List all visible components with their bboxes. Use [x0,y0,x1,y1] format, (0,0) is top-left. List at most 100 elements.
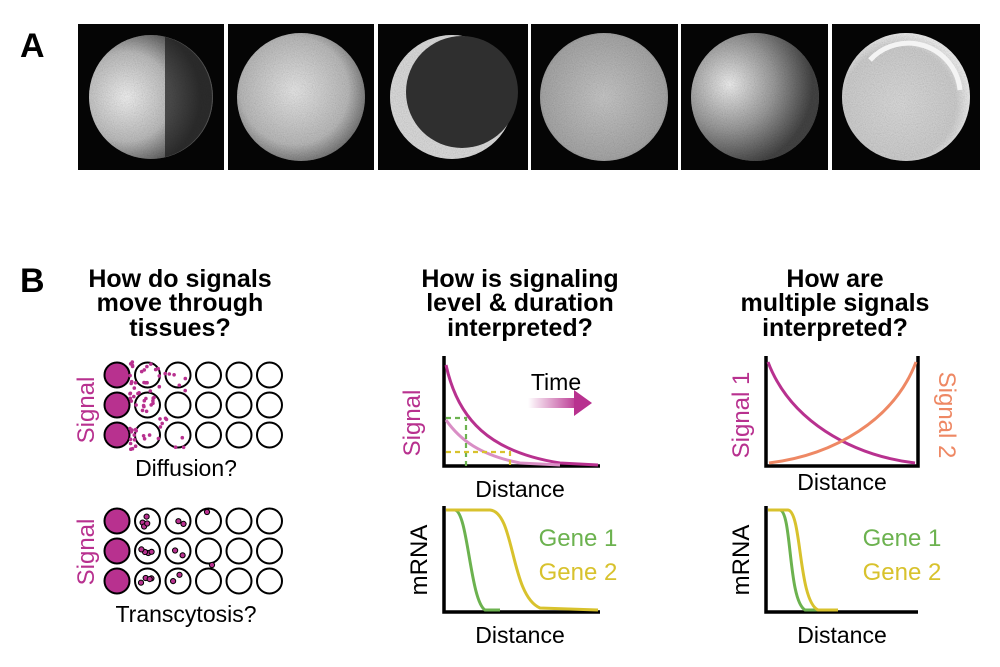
signal-dot [132,386,137,390]
vesicle [148,548,155,555]
cell [195,567,222,595]
signal-dot [172,373,176,377]
signal-dot [183,388,187,393]
signal-dot [132,394,136,399]
gene2-curve [446,508,599,612]
distance-axis-label: Distance [797,622,886,648]
vesicle [203,508,211,516]
question-line-1: How are [786,265,883,293]
signal-dot [144,409,149,414]
signal-dot [132,433,137,437]
transcytosis-signal-dots [137,508,216,586]
transcytosis-label: Transcytosis? [115,601,256,627]
signal-dot [139,369,144,374]
cell [256,391,283,419]
signal-dot [128,437,133,442]
embryo-image-4 [531,24,678,170]
signal-dot [128,441,133,446]
cell [256,361,283,389]
signal-dot [156,436,161,441]
cell [195,421,222,449]
signal-dot [128,396,133,401]
cell [164,391,192,419]
diffusion-label: Diffusion? [135,455,237,481]
cell [195,361,222,389]
signal-dot [129,430,134,434]
distance-axis-label: Distance [475,622,564,648]
cell [225,391,253,419]
source-cell [103,421,131,449]
signal-dot [152,395,156,400]
cell [134,421,161,449]
cell [195,391,222,419]
vesicle [170,578,177,585]
mrna-axis-label: mRNA [406,525,433,596]
embryo-image-2 [228,24,374,170]
question-line-3: tissues? [129,314,230,342]
vesicle [143,513,150,520]
plot-axes [764,506,918,614]
signal-dot [177,383,182,388]
cell [134,391,161,419]
cell [256,507,283,535]
diffusion-diagram: Signal Diffusion? [73,360,283,481]
signal-dot [133,427,138,432]
signal-axis-label: Signal [73,519,100,586]
signal-dot [157,374,162,378]
signal-dot [133,444,138,449]
plot-axes [442,356,600,468]
embryo-image-5 [681,24,828,170]
vesicle [180,520,187,528]
signal-dot [129,447,133,452]
signal-dot [183,376,188,381]
signal-dot [133,381,138,385]
signal-dot [180,435,185,440]
vesicle [137,579,145,586]
source-cell [103,567,131,595]
signal-dot [142,368,147,372]
mrna-response-plot-multi: mRNA Distance Gene 1 Gene 2 [728,506,941,648]
signal1-curve [766,361,916,465]
embryo-image-3 [378,24,528,170]
signal-dot [147,433,152,437]
signal-dot [136,391,140,396]
signal-dot [173,445,178,450]
signal-gradient-plot: Signal Distance Time [399,356,600,502]
gene2-curve [768,508,838,612]
embryo-image-6 [832,24,980,170]
cell [225,537,253,565]
signal-dot [130,360,135,364]
cell [225,507,253,535]
source-cell [103,361,131,389]
vesicle [138,546,145,553]
signal-dot [141,434,146,438]
vesicle [175,518,182,525]
vesicle [176,571,183,578]
signal-dot [143,381,148,385]
vesicle [208,561,216,569]
diffusion-signal-dots [128,360,188,452]
vesicle [179,552,186,559]
signal-dot [141,403,146,408]
threshold-line-gene2 [446,450,512,466]
source-cell [103,507,131,535]
signal-dot [167,372,172,376]
cell [164,421,192,449]
cell [225,567,253,595]
embryo-image-strip [78,24,980,170]
threshold-line-gene1 [446,416,468,466]
signal-curve-low [444,419,561,467]
signal-dot [128,426,132,431]
time-arrow-head [574,390,592,416]
question-multiple-signals: How are multiple signals interpreted? [741,265,930,342]
plot-axes [764,356,920,468]
distance-axis-label: Distance [797,469,886,495]
signal-dot [163,371,167,376]
signal-axis-label: Signal [73,377,100,444]
signal-dot [128,391,133,396]
signal-dot [134,403,138,407]
transcytosis-cell-grid [103,507,283,595]
embryo-image-1 [78,24,224,170]
diffusion-cell-grid [103,361,283,449]
